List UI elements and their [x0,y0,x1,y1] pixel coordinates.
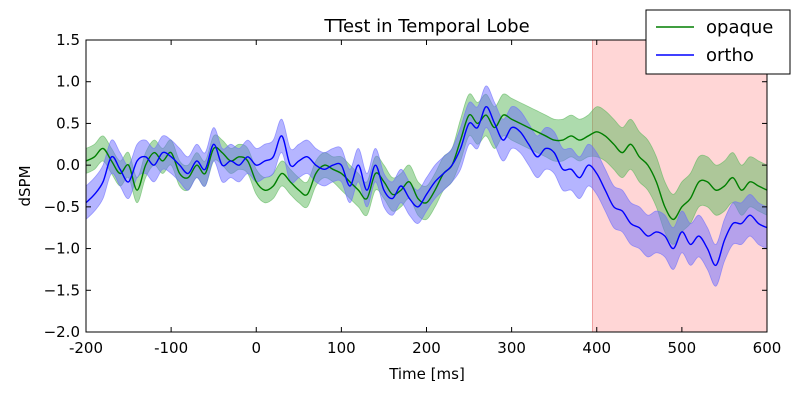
legend-label-opaque: opaque [706,17,773,38]
y-axis-label: dSPM [16,165,34,206]
x-tick-label: 500 [668,339,697,357]
y-tick-label: 1.5 [56,31,80,49]
x-axis-ticks: -200 -100 0 100 200 300 400 500 600 [69,40,781,357]
y-tick-label: 0.0 [56,156,80,174]
y-tick-label: −0.5 [44,198,80,216]
y-tick-label: −1.5 [44,281,80,299]
x-tick-label: 0 [251,339,261,357]
line-opaque [85,113,768,221]
y-tick-label: −1.0 [44,240,80,258]
x-tick-label: 300 [497,339,526,357]
y-tick-label: −2.0 [44,323,80,341]
x-tick-label: 100 [327,339,356,357]
x-tick-label: -100 [154,339,188,357]
x-tick-label: -200 [69,339,103,357]
y-tick-label: 1.0 [56,73,80,91]
line-ortho [85,106,768,266]
x-axis-label: Time [ms] [388,365,465,383]
y-tick-label: 0.5 [56,114,80,132]
legend: opaque ortho [645,9,791,75]
x-tick-label: 400 [582,339,611,357]
x-tick-label: 200 [412,339,441,357]
legend-label-ortho: ortho [706,45,754,66]
y-axis-ticks: 1.5 1.0 0.5 0.0 −0.5 −1.0 −1.5 −2.0 [44,31,767,341]
legend-box [645,9,791,75]
series-lines [85,106,768,266]
x-tick-label: 600 [753,339,782,357]
chart-title: TTest in Temporal Lobe [323,16,529,37]
